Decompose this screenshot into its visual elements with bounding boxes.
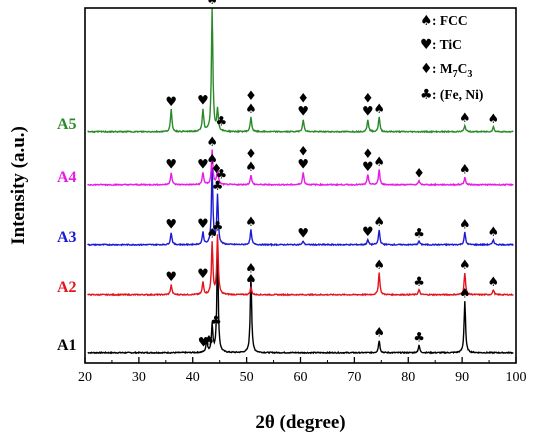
x-tick-label-20: 20: [78, 370, 92, 385]
x-tick-label-70: 70: [347, 370, 361, 385]
series-label-a1: A1: [57, 337, 77, 354]
peak-marker-a4-7-0: ♦: [362, 147, 374, 162]
peak-marker-a2-3-0: ♣: [212, 220, 224, 235]
series-a5-line: [87, 7, 514, 134]
peak-marker-a4-2-0: ♠: [206, 135, 218, 150]
y-axis-title: Intensity (a.u.): [8, 126, 29, 245]
x-axis-title: 2θ (degree): [255, 412, 345, 433]
peak-marker-a4-6-0: ♦: [297, 145, 309, 160]
peak-marker-a1-5-0: ♣: [413, 331, 425, 346]
legend-feni-label: : (Fe, Ni): [432, 87, 483, 102]
peak-marker-a3-7-0: ♠: [373, 215, 385, 230]
x-tick-label-60: 60: [294, 370, 308, 385]
peak-marker-a3-4-0: ♠: [245, 215, 257, 230]
series-a4-line: [87, 149, 514, 187]
peak-marker-a2-2-0: ♠: [206, 227, 218, 242]
x-tick-label-90: 90: [455, 370, 469, 385]
peak-marker-a5-4-1: ♠: [245, 102, 257, 117]
peak-marker-a4-3-0: ♦: [211, 162, 223, 177]
peak-marker-a5-6-0: ♦: [362, 92, 374, 107]
peak-marker-a3-8-0: ♣: [413, 226, 425, 241]
legend-m7c3-sub1: 7: [453, 69, 458, 80]
peak-marker-a2-5-0: ♠: [373, 258, 385, 273]
peak-marker-a3-5-0: ♥: [297, 226, 309, 241]
x-tick-label-50: 50: [240, 370, 254, 385]
peak-marker-a4-10-0: ♠: [459, 163, 471, 178]
x-tick-label-30: 30: [132, 370, 146, 385]
peak-marker-a2-1-0: ♥: [197, 267, 209, 282]
series-label-a3: A3: [57, 229, 77, 246]
peak-marker-a4-5-0: ♦: [245, 147, 257, 162]
legend-m7c3-main: : M: [432, 61, 453, 76]
peak-marker-a2-6-0: ♣: [413, 275, 425, 290]
legend-m7c3-mid: C: [458, 61, 468, 76]
peak-marker-a3-10-0: ♠: [488, 225, 500, 240]
peak-marker-a4-1-0: ♥: [197, 157, 209, 172]
peak-marker-a1-2-0: ♣: [210, 314, 222, 329]
series-a3-line: [87, 167, 514, 247]
peak-marker-a4-4-0: ♣: [215, 168, 227, 183]
peak-marker-a4-9-0: ♦: [413, 166, 425, 181]
peak-marker-a5-2-0: ♠: [206, 0, 218, 8]
peak-marker-a5-3-0: ♣: [215, 115, 227, 130]
legend-feni-symbol: ♣: [420, 87, 433, 103]
peak-marker-a2-7-0: ♠: [459, 258, 471, 273]
legend-tic-label: : TiC: [432, 37, 462, 52]
peak-marker-a1-1-0: ♠: [203, 333, 215, 348]
x-tick-label-100: 100: [506, 370, 527, 385]
peak-marker-a5-4-0: ♦: [245, 89, 257, 104]
peak-marker-a4-5-1: ♠: [245, 160, 257, 175]
legend-fcc-symbol: ♠: [420, 13, 433, 29]
peak-marker-a1-0-0: ♥: [198, 336, 210, 351]
legend-tic-symbol: ♥: [420, 37, 433, 53]
legend-m7c3-symbol: ♦: [420, 61, 433, 77]
peak-marker-a3-9-0: ♠: [459, 218, 471, 233]
legend-fcc-label: : FCC: [432, 13, 468, 28]
peak-marker-a1-3-0: ♠: [245, 262, 257, 277]
peak-marker-a5-1-0: ♥: [197, 94, 209, 109]
peak-marker-a5-6-1: ♥: [362, 105, 374, 120]
peak-marker-a3-6-0: ♥: [362, 225, 374, 240]
series-a1-line: [87, 250, 514, 355]
peak-marker-a3-3-0: ♣: [212, 179, 224, 194]
x-tick-label-80: 80: [401, 370, 415, 385]
series-label-a2: A2: [57, 279, 77, 296]
peak-marker-a4-8-0: ♠: [373, 155, 385, 170]
peak-marker-a3-2-0: ♠: [206, 152, 218, 167]
legend-m7c3-label: : M7C3: [432, 61, 472, 80]
peak-marker-a2-0-0: ♥: [165, 270, 177, 285]
peak-marker-a5-5-0: ♦: [297, 92, 309, 107]
peak-marker-a1-6-0: ♠: [459, 286, 471, 301]
peak-marker-a5-0-0: ♥: [165, 95, 177, 110]
peak-marker-a5-7-0: ♠: [373, 102, 385, 117]
peak-marker-a4-6-1: ♥: [297, 158, 309, 173]
peak-marker-a2-4-0: ♠: [245, 273, 257, 288]
peak-marker-a3-1-0: ♥: [197, 217, 209, 232]
peak-marker-a5-9-0: ♠: [488, 112, 500, 127]
peak-marker-a5-8-0: ♠: [459, 111, 471, 126]
series-label-a4: A4: [57, 169, 77, 186]
legend-m7c3-sub2: 3: [467, 69, 472, 80]
peak-marker-a4-7-1: ♥: [362, 160, 374, 175]
x-tick-label-40: 40: [186, 370, 200, 385]
series-a2-line: [87, 234, 514, 297]
peak-marker-a2-8-0: ♠: [488, 275, 500, 290]
legend: ♠ : FCC ♥ : TiC ♦ : M7C3 ♣ : (Fe, Ni): [420, 13, 483, 103]
peak-marker-a3-0-0: ♥: [165, 218, 177, 233]
peak-marker-a5-5-1: ♥: [297, 105, 309, 120]
peak-marker-a1-4-0: ♠: [373, 326, 385, 341]
peak-marker-a4-0-0: ♥: [165, 158, 177, 173]
series-label-a5: A5: [57, 116, 77, 133]
